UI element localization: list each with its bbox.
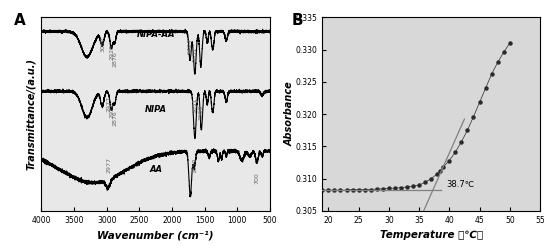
X-axis label: Wavenumber (cm⁻¹): Wavenumber (cm⁻¹) — [98, 230, 214, 240]
Text: 1651: 1651 — [192, 98, 197, 113]
Text: 2876: 2876 — [113, 110, 118, 125]
Text: 1659: 1659 — [192, 157, 197, 173]
Y-axis label: Absorbance: Absorbance — [284, 82, 294, 147]
Text: 2876: 2876 — [113, 52, 118, 67]
Text: 38.7℃: 38.7℃ — [446, 180, 474, 189]
Text: 3067: 3067 — [101, 36, 106, 52]
Text: 2977: 2977 — [106, 96, 111, 112]
Text: 700: 700 — [255, 172, 260, 184]
Text: AA: AA — [149, 165, 162, 174]
Text: NIPA-AA: NIPA-AA — [137, 30, 175, 39]
Text: 1559: 1559 — [199, 105, 204, 120]
Text: A: A — [14, 13, 26, 29]
Text: NIPA: NIPA — [145, 105, 166, 114]
Text: 2928: 2928 — [110, 103, 115, 119]
X-axis label: Temperature （℃）: Temperature （℃） — [380, 230, 483, 240]
Text: 1724: 1724 — [187, 38, 192, 54]
Text: 1651: 1651 — [193, 47, 198, 62]
Text: B: B — [292, 13, 304, 29]
Text: 2928: 2928 — [110, 44, 115, 60]
Y-axis label: Transmittance/(a.u.): Transmittance/(a.u.) — [26, 58, 36, 170]
Text: 2977: 2977 — [107, 157, 112, 173]
